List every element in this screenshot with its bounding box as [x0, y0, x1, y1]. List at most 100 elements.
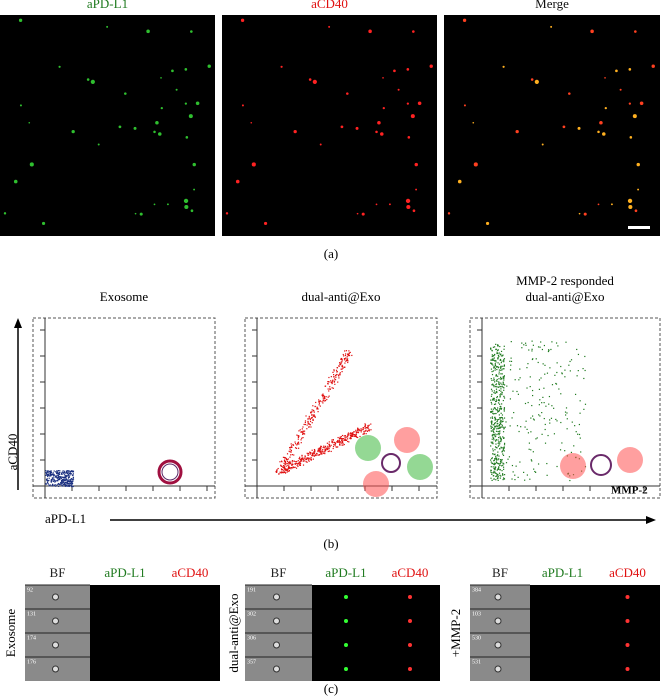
antibody-halo: [355, 435, 381, 461]
event-dot: [299, 464, 301, 466]
event-dot: [314, 415, 316, 418]
event-dot: [500, 390, 502, 392]
event-dot: [556, 362, 558, 364]
spot: [637, 188, 640, 191]
spot: [463, 104, 466, 107]
event-dot: [527, 401, 529, 404]
event-dot: [503, 389, 505, 391]
event-dot: [500, 475, 502, 477]
event-dot: [493, 470, 495, 472]
event-dot: [496, 366, 498, 368]
event-dot: [310, 426, 312, 428]
event-dot: [491, 373, 494, 376]
spot: [651, 64, 655, 68]
axis-label: aPD-L1: [45, 511, 86, 526]
event-dot: [347, 360, 349, 362]
event-dot: [350, 437, 352, 440]
event-dot: [313, 451, 315, 453]
event-dot: [525, 420, 527, 422]
event-dot: [285, 469, 287, 471]
event-dot: [303, 457, 306, 459]
event-dot: [348, 441, 350, 443]
event-dot: [495, 446, 497, 449]
event-dot: [329, 386, 331, 388]
event-dot: [512, 471, 514, 473]
event-dot: [497, 474, 499, 476]
event-dot: [321, 401, 323, 403]
event-dot: [530, 417, 532, 419]
event-dot: [330, 450, 332, 453]
spot: [355, 126, 359, 130]
event-dot: [288, 461, 290, 463]
event-dot: [337, 446, 339, 448]
event-dot: [501, 355, 504, 357]
event-dot: [368, 430, 371, 432]
event-dot: [497, 433, 500, 435]
event-dot: [305, 461, 307, 463]
event-dot: [533, 468, 535, 470]
event-dot: [302, 430, 304, 432]
event-dot: [575, 431, 577, 433]
event-dot: [340, 358, 342, 360]
event-dot: [525, 344, 527, 346]
event-dot: [301, 455, 303, 457]
event-dot: [365, 429, 367, 431]
event-dot: [498, 434, 500, 436]
event-dot: [329, 388, 331, 390]
event-dot: [498, 430, 500, 432]
event-dot: [540, 341, 542, 343]
event-dot: [569, 370, 571, 372]
event-dot: [498, 436, 500, 439]
spot: [361, 212, 365, 216]
event-dot: [344, 350, 346, 352]
event-dot: [282, 472, 285, 474]
event-dot: [355, 435, 357, 437]
event-dot: [500, 419, 502, 422]
event-dot: [511, 464, 514, 467]
event-dot: [498, 458, 500, 460]
event-dot: [544, 442, 547, 444]
event-dot: [64, 485, 66, 487]
event-dot: [510, 360, 513, 363]
event-dot: [508, 456, 511, 458]
event-dot: [526, 474, 528, 476]
event-dot: [500, 412, 502, 414]
event-dot: [492, 346, 495, 348]
event-dot: [511, 478, 513, 480]
event-dot: [349, 432, 352, 434]
event-dot: [287, 467, 289, 470]
spot: [417, 101, 422, 106]
event-dot: [559, 449, 562, 451]
event-dot: [67, 473, 69, 476]
column-header: aPD-L1: [104, 565, 145, 580]
event-dot: [334, 383, 336, 385]
event-dot: [490, 399, 492, 401]
event-dot: [497, 451, 499, 453]
cell: [494, 665, 502, 673]
event-dot: [67, 475, 69, 477]
event-dot: [328, 443, 330, 445]
event-dot: [500, 440, 502, 442]
event-dot: [71, 471, 73, 473]
event-dot: [323, 451, 325, 453]
event-dot: [286, 469, 288, 471]
event-dot: [498, 389, 500, 392]
event-dot: [304, 455, 306, 458]
event-dot: [60, 480, 63, 482]
event-dot: [324, 449, 326, 452]
event-dot: [502, 454, 505, 456]
event-dot: [490, 362, 492, 364]
event-dot: [494, 364, 496, 366]
event-dot: [564, 369, 566, 371]
event-dot: [348, 353, 350, 356]
event-dot: [317, 454, 319, 456]
event-dot: [304, 459, 306, 461]
event-dot: [494, 416, 496, 419]
cell: [52, 593, 59, 601]
event-dot: [502, 453, 504, 455]
event-dot: [495, 439, 497, 441]
event-dot: [498, 371, 500, 373]
event-dot: [491, 403, 493, 405]
event-dot: [501, 426, 503, 428]
